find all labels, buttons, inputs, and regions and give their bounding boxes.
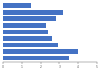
Bar	[3, 49, 78, 54]
Bar	[3, 23, 46, 28]
Bar	[3, 36, 52, 41]
Bar	[3, 16, 56, 21]
Bar	[3, 56, 69, 60]
Bar	[3, 10, 63, 15]
Bar	[3, 30, 48, 34]
Bar	[3, 43, 57, 47]
Bar	[3, 3, 31, 8]
